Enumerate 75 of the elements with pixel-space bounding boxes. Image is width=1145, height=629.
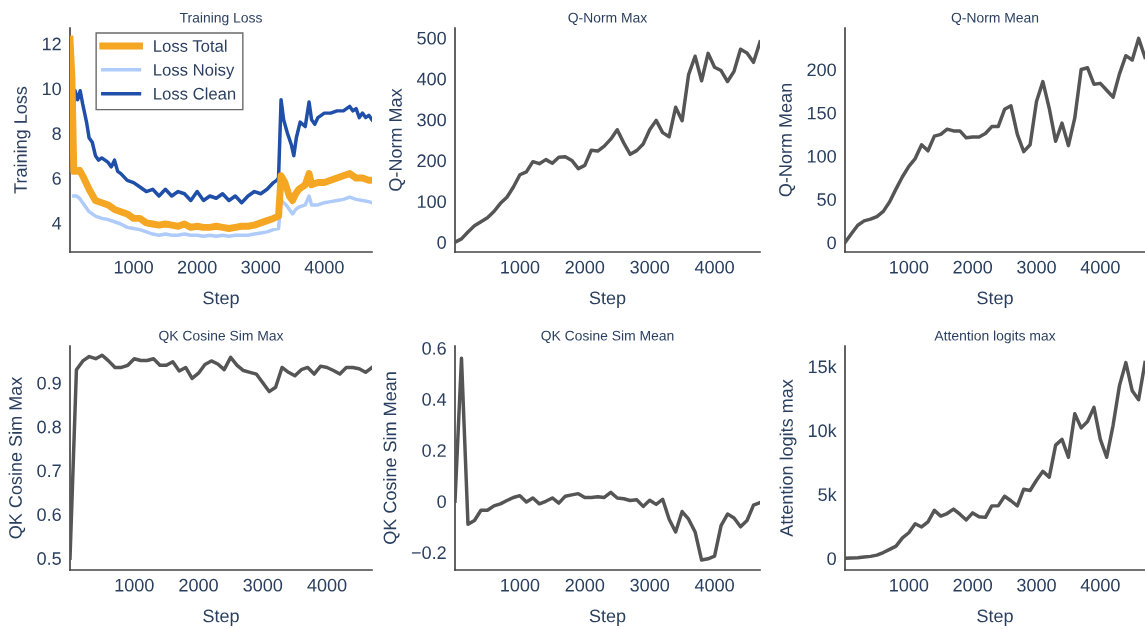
x-tick-label: 2000: [953, 260, 993, 274]
x-tick-label: 4000: [304, 260, 344, 274]
x-axis-title: Step: [589, 609, 626, 626]
x-tick-label: 2000: [953, 578, 993, 592]
y-tick-label: 0.6: [37, 508, 61, 522]
y-tick-label: 0: [437, 236, 446, 249]
x-tick-label: 4000: [694, 578, 734, 592]
y-tick-label: 100: [807, 149, 836, 163]
y-tick-label: 150: [807, 106, 836, 120]
chart-title: Q-Norm Mean: [951, 12, 1039, 26]
y-tick-label: 8: [52, 127, 61, 140]
x-tick-label: 2000: [177, 260, 217, 274]
chart-title: QK Cosine Sim Mean: [541, 330, 674, 344]
y-tick-label: 400: [416, 72, 446, 86]
y-tick-label: 6: [52, 172, 61, 185]
y-tick-label: 0.4: [422, 393, 447, 406]
y-tick-label: 10k: [808, 423, 837, 438]
y-tick-label: 500: [417, 31, 446, 45]
legend-label: Loss Clean: [154, 87, 236, 100]
y-tick-label: 4: [52, 217, 62, 230]
y-axis-title: QK Cosine Sim Max: [8, 376, 26, 539]
x-tick-label: 3000: [630, 260, 670, 274]
y-tick-label: 0.7: [37, 464, 61, 478]
y-tick-label: 12: [42, 37, 61, 51]
chart-title: QK Cosine Sim Max: [159, 330, 284, 344]
x-tick-label: 1000: [501, 578, 540, 592]
y-axis-title: Q-Norm Mean: [779, 83, 796, 197]
legend-label: Loss Total: [154, 39, 227, 52]
x-axis-title: Step: [977, 291, 1013, 308]
x-tick-label: 4000: [694, 260, 734, 274]
x-tick-label: 2000: [565, 578, 605, 592]
y-tick-label: 5k: [818, 487, 837, 502]
chart-title: Training Loss: [179, 12, 262, 26]
y-tick-label: 300: [417, 113, 446, 127]
y-tick-label: 0: [437, 495, 446, 509]
chart-title: Attention logits max: [934, 330, 1056, 344]
y-tick-label: 0.9: [37, 376, 61, 390]
x-tick-label: 2000: [179, 578, 218, 592]
chart-title: Q-Norm Max: [568, 12, 648, 26]
y-tick-label: 50: [817, 193, 836, 206]
y-tick-label: 0.2: [422, 444, 446, 457]
y-tick-label: 0: [827, 236, 836, 250]
x-tick-label: 1000: [115, 578, 154, 592]
x-axis-title: Step: [203, 609, 239, 626]
x-tick-label: 2000: [565, 260, 605, 274]
y-axis-title: Training Loss: [13, 86, 31, 194]
y-tick-label: −0.2: [411, 546, 446, 560]
y-tick-label: 200: [417, 154, 446, 168]
y-axis-title: QK Cosine Sim Mean: [383, 372, 400, 544]
y-tick-label: 200: [807, 63, 836, 77]
y-tick-label: 0: [827, 552, 836, 566]
x-axis-title: Step: [977, 609, 1013, 626]
x-tick-label: 4000: [1080, 260, 1120, 274]
y-tick-label: 0.6: [422, 341, 446, 355]
x-tick-label: 3000: [243, 578, 283, 592]
y-tick-label: 10: [42, 82, 61, 96]
x-tick-label: 4000: [307, 578, 347, 592]
x-tick-label: 3000: [241, 260, 281, 274]
x-axis-title: Step: [203, 291, 239, 308]
x-tick-label: 1000: [890, 578, 929, 592]
x-tick-label: 3000: [630, 578, 670, 592]
y-tick-label: 15k: [808, 359, 837, 374]
x-tick-label: 3000: [1017, 260, 1056, 274]
y-tick-label: 0.8: [37, 420, 61, 434]
x-tick-label: 3000: [1017, 578, 1056, 592]
x-tick-label: 1000: [890, 260, 929, 274]
x-tick-label: 1000: [501, 260, 540, 274]
y-tick-label: 0.5: [37, 552, 61, 565]
y-axis-title: Attention logits max: [779, 379, 797, 537]
x-axis-title: Step: [589, 291, 626, 308]
legend-label: Loss Noisy: [154, 63, 235, 80]
y-tick-label: 100: [417, 195, 446, 209]
x-tick-label: 4000: [1080, 578, 1120, 592]
x-tick-label: 1000: [114, 260, 153, 274]
y-axis-title: Q-Norm Max: [389, 88, 406, 191]
